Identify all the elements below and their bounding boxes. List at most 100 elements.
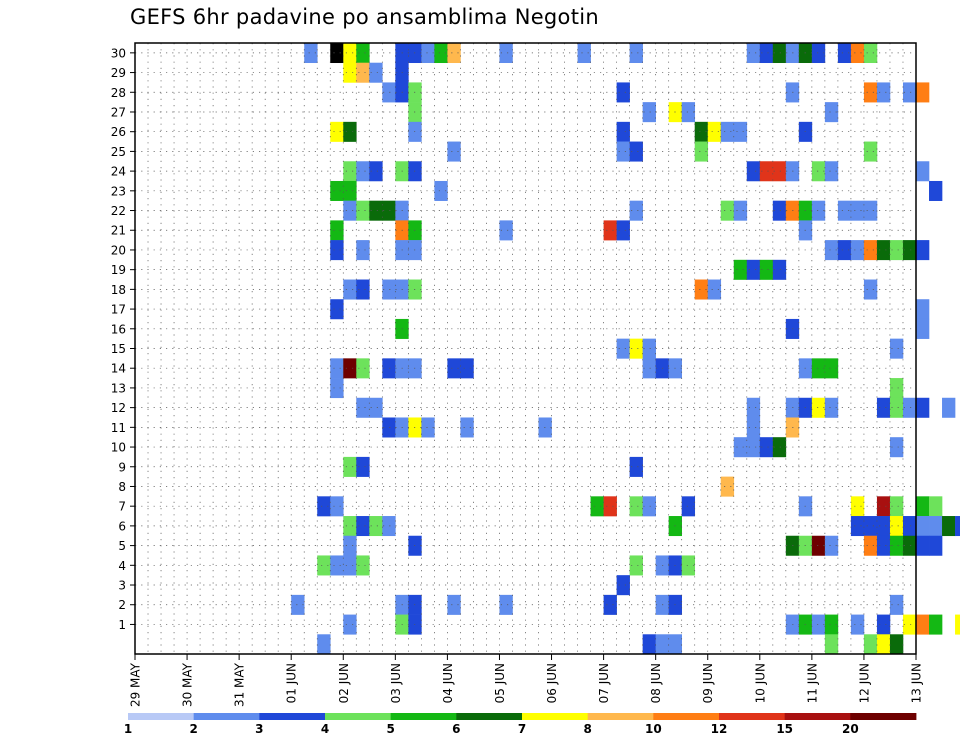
heatmap-cell — [876, 535, 891, 556]
y-tick-label: 13 — [111, 381, 126, 395]
heatmap-cell — [707, 121, 722, 142]
heatmap-cell — [590, 496, 604, 517]
heatmap-cell — [616, 220, 630, 241]
legend-swatch — [390, 713, 457, 720]
y-axis: 1234567891011121314151617181920212223242… — [111, 46, 135, 632]
heatmap-cell — [759, 161, 774, 182]
x-tick-label: 08 JUN — [649, 663, 663, 703]
heatmap-cell — [916, 516, 930, 537]
heatmap-cell — [330, 555, 344, 576]
x-tick-label: 31 MAY — [233, 662, 247, 707]
y-tick-label: 24 — [111, 165, 126, 179]
heatmap-cell — [460, 358, 474, 379]
heatmap-cell — [929, 614, 943, 635]
legend-swatch — [259, 713, 326, 720]
heatmap-cell — [356, 358, 370, 379]
y-tick-label: 3 — [118, 579, 126, 593]
heatmap-cell — [876, 496, 891, 517]
y-tick-label: 26 — [111, 125, 126, 139]
heatmap-cell — [460, 417, 474, 438]
y-tick-label: 28 — [111, 86, 126, 100]
heatmap-cell — [343, 180, 357, 201]
heatmap-cell — [681, 555, 696, 576]
heatmap-cell — [421, 417, 435, 438]
heatmap-cell — [330, 240, 344, 261]
y-tick-label: 22 — [111, 204, 126, 218]
heatmap-cell — [916, 614, 930, 635]
y-tick-label: 14 — [111, 362, 126, 376]
heatmap-cell — [733, 200, 748, 221]
heatmap-cell — [759, 437, 774, 458]
heatmap-cell — [330, 121, 344, 142]
heatmap-cell — [694, 279, 709, 300]
heatmap-cell — [811, 358, 826, 379]
heatmap-cell — [863, 43, 878, 64]
heatmap-cell — [330, 43, 344, 64]
heatmap-cell — [824, 358, 839, 379]
heatmap-cell — [942, 516, 956, 537]
heatmap-cell — [642, 358, 656, 379]
heatmap-cell — [616, 338, 630, 359]
y-tick-label: 2 — [118, 598, 126, 612]
y-tick-label: 12 — [111, 401, 126, 415]
heatmap-cell — [668, 634, 682, 655]
heatmap-cell — [837, 200, 852, 221]
heatmap-cell — [811, 535, 826, 556]
heatmap-cell — [629, 43, 643, 64]
heatmap-cell — [863, 535, 878, 556]
heatmap-cell — [876, 516, 891, 537]
x-tick-label: 01 JUN — [285, 663, 299, 703]
heatmap-cell — [343, 516, 357, 537]
heatmap-cell — [811, 614, 826, 635]
heatmap-cell — [902, 614, 917, 635]
y-tick-label: 18 — [111, 283, 126, 297]
heatmap-cell — [343, 121, 357, 142]
heatmap-cell — [304, 43, 318, 64]
heatmap-cell — [824, 535, 839, 556]
heatmap-cell — [889, 634, 904, 655]
heatmap-cell — [824, 102, 839, 123]
heatmap-cell — [681, 496, 696, 517]
heatmap-cell — [837, 43, 852, 64]
heatmap-cell — [746, 437, 761, 458]
heatmap-cell — [746, 43, 761, 64]
legend-label: 8 — [583, 722, 591, 736]
heatmap-cell — [955, 516, 960, 537]
heatmap-cell — [955, 614, 960, 635]
heatmap-cell — [356, 279, 370, 300]
x-tick-label: 30 MAY — [181, 662, 195, 707]
heatmap-cell — [447, 594, 461, 615]
heatmap-cell — [434, 43, 448, 64]
legend-swatch — [850, 713, 917, 720]
heatmap-cell — [889, 535, 904, 556]
heatmap-cell — [434, 180, 448, 201]
y-tick-label: 1 — [118, 618, 126, 632]
heatmap-cell — [382, 200, 396, 221]
heatmap-cell — [772, 200, 787, 221]
y-tick-label: 23 — [111, 184, 126, 198]
heatmap-cell — [499, 43, 513, 64]
legend-swatch — [719, 713, 786, 720]
heatmap-cell — [356, 161, 370, 182]
heatmap-cell — [929, 180, 943, 201]
grid-lines — [135, 43, 916, 654]
x-tick-label: 12 JUN — [857, 663, 871, 703]
heatmap-cell — [916, 496, 930, 517]
heatmap-cell — [863, 516, 878, 537]
heatmap-cell — [811, 397, 826, 418]
heatmap-cell — [629, 496, 643, 517]
heatmap-cell — [863, 279, 878, 300]
heatmap-cell — [369, 516, 383, 537]
heatmap-cell — [850, 614, 865, 635]
heatmap-cell — [837, 240, 852, 261]
heatmap-cell — [824, 161, 839, 182]
y-tick-label: 15 — [111, 342, 126, 356]
heatmap-cell — [811, 161, 826, 182]
heatmap-cell — [902, 240, 917, 261]
heatmap-cell — [330, 358, 344, 379]
heatmap-cell — [629, 338, 643, 359]
heatmap-cell — [772, 259, 787, 280]
heatmap-cell — [850, 496, 865, 517]
heatmap-cell — [824, 397, 839, 418]
heatmap-cell — [330, 220, 344, 241]
